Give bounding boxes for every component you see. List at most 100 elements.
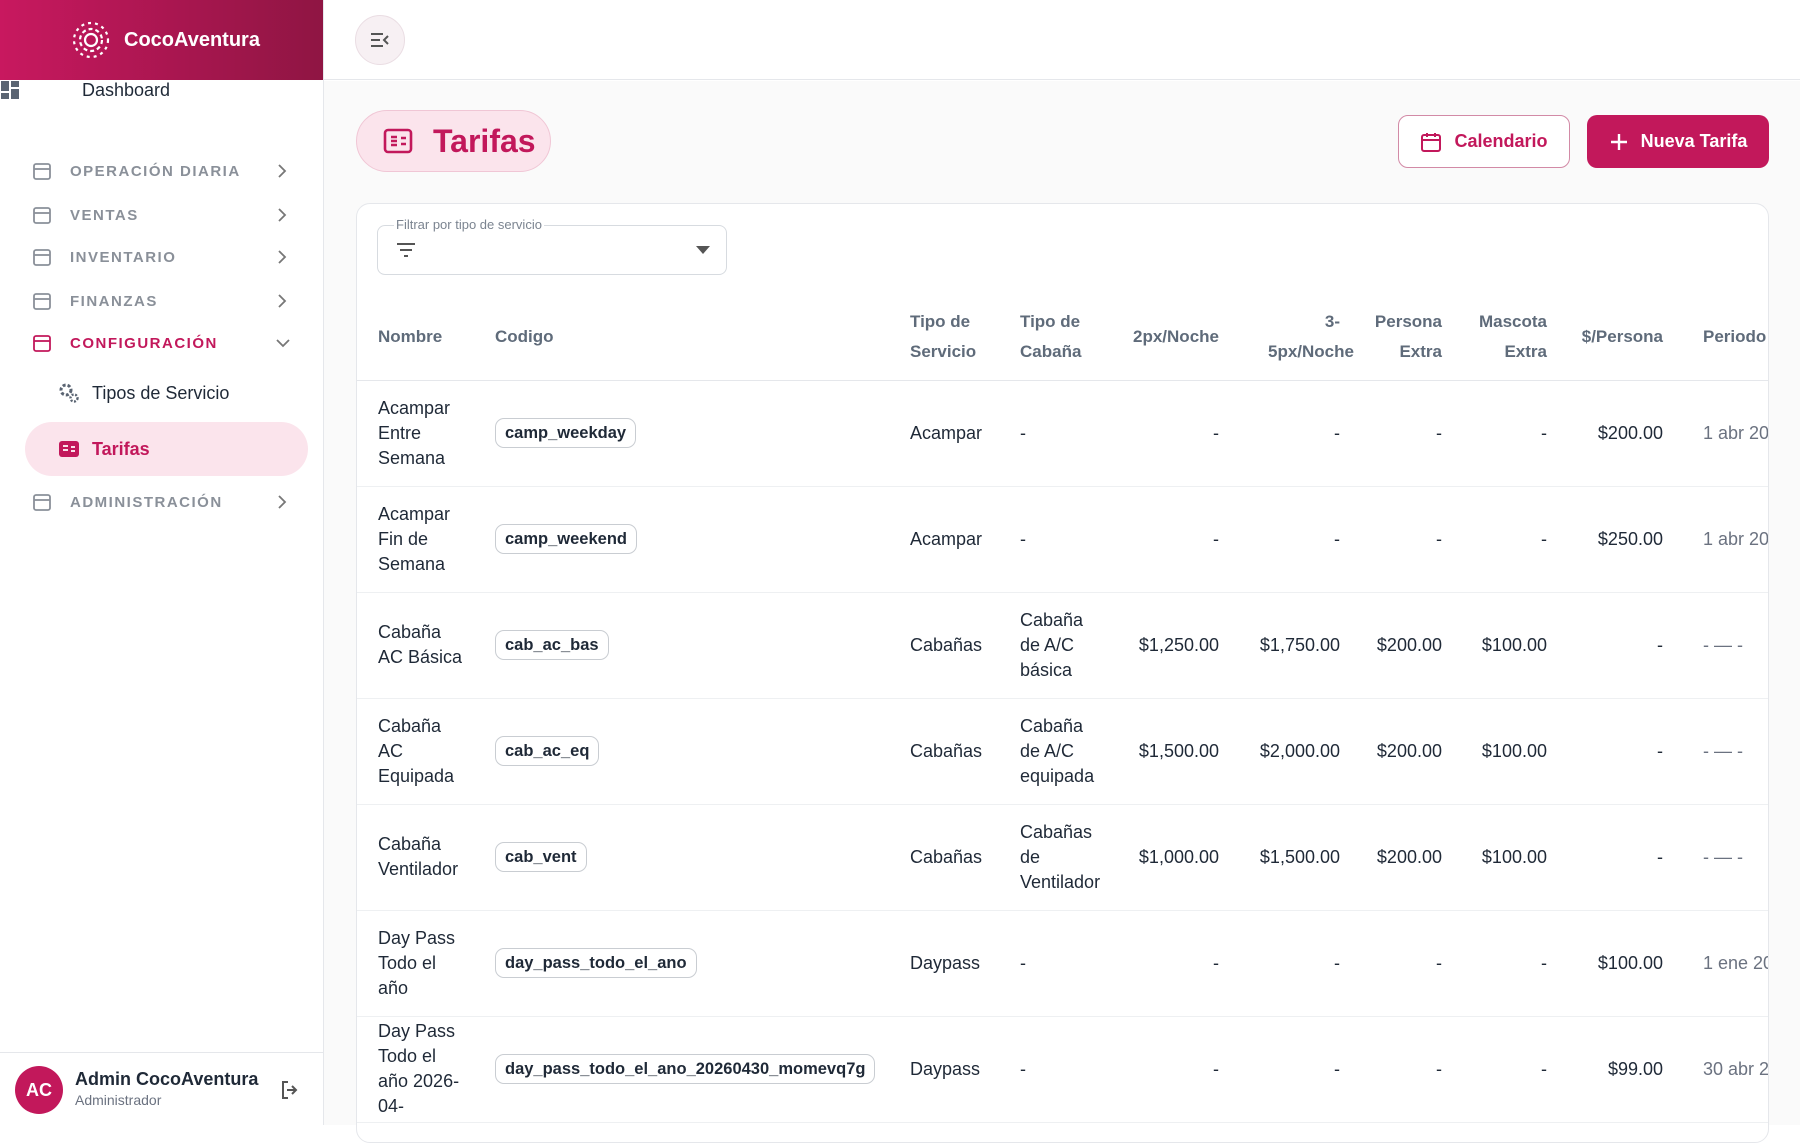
cell-text: $100.00 xyxy=(1597,952,1663,973)
nav-label: CONFIGURACIÓN xyxy=(70,334,218,352)
cell-text: Daypass xyxy=(910,1058,981,1079)
table-cell: $1,250.00 xyxy=(1126,592,1219,699)
nav-section[interactable]: INVENTARIO xyxy=(0,242,324,272)
table-cell: camp_weekday xyxy=(495,380,910,487)
cell-text: - xyxy=(1334,1058,1340,1079)
code-chip: camp_weekday xyxy=(495,418,637,448)
button-label: Nueva Tarifa xyxy=(1640,131,1748,151)
table-cell: - — - xyxy=(1663,698,1768,805)
cell-text: - — - xyxy=(1703,740,1743,761)
table-cell: - xyxy=(1020,910,1126,1017)
user-footer: AC Admin CocoAventura Administrador xyxy=(0,1052,324,1125)
table-cell: Acampar Entre Semana xyxy=(357,380,495,487)
table-cell: $200.00 xyxy=(1340,592,1442,699)
logout-button[interactable] xyxy=(278,1078,302,1102)
nav-section[interactable]: VENTAS xyxy=(0,200,324,230)
nav-section[interactable]: CONFIGURACIÓN xyxy=(0,328,324,358)
table-cell: Acampar Fin de Semana xyxy=(357,486,495,593)
nav-subitem[interactable]: Tipos de Servicio xyxy=(0,378,324,408)
cell-text: - xyxy=(1436,528,1442,549)
table-cell: $2,000.00 xyxy=(1219,698,1340,805)
table-cell: Cabañas de Ventilador xyxy=(1020,804,1126,911)
table-cell: 30 abr 20 xyxy=(1663,1016,1768,1123)
table-cell: cab_ac_bas xyxy=(495,592,910,699)
table-cell: Cabaña de A/C básica xyxy=(1020,592,1126,699)
table-cell: - xyxy=(1340,910,1442,1017)
header-text: 2px/Noche xyxy=(1133,326,1219,346)
new-rate-button[interactable]: Nueva Tarifa xyxy=(1587,115,1769,168)
table-cell: Cabañas xyxy=(910,804,1020,911)
topbar xyxy=(324,0,1800,80)
cell-text: Acampar xyxy=(910,422,983,443)
header-text: Nombre xyxy=(378,326,443,346)
cell-text: Cabañas xyxy=(910,634,983,655)
table-cell: - xyxy=(1020,1016,1126,1123)
column-header: Periodo xyxy=(1663,294,1768,381)
column-header: 3-5px/Noche xyxy=(1219,294,1354,381)
cell-text: - xyxy=(1436,1058,1442,1079)
column-header: $/Persona xyxy=(1547,294,1663,381)
cell-text: Acampar xyxy=(910,528,983,549)
table-cell: - xyxy=(1547,698,1663,805)
table-row[interactable]: Cabaña Ventilador cab_vent Cabañas Cabañas … xyxy=(357,804,1768,911)
table-cell: - xyxy=(1219,380,1340,487)
cell-text: - xyxy=(1541,422,1547,443)
menu-toggle[interactable] xyxy=(355,15,405,65)
cell-text: Day Pass Todo el año 2026-04- xyxy=(378,1021,460,1116)
cell-text: $99.00 xyxy=(1607,1058,1663,1079)
cell-text: Cabañas de Ventilador xyxy=(1020,821,1101,892)
table-row[interactable]: Day Pass Todo el año day_pass_todo_el_ano… xyxy=(357,910,1768,1017)
table-cell: Acampar xyxy=(910,380,1020,487)
table-cell: Cabaña AC Equipada xyxy=(357,698,495,805)
nav-section[interactable]: ADMINISTRACIÓN xyxy=(0,487,324,517)
table-row[interactable]: Acampar Fin de Semana camp_weekend Acampar… xyxy=(357,486,1768,593)
table-cell: Acampar xyxy=(910,486,1020,593)
brand[interactable]: CocoAventura xyxy=(0,0,323,80)
code-chip: day_pass_todo_el_ano xyxy=(495,948,697,978)
table-cell: $100.00 xyxy=(1442,804,1547,911)
table-cell: - xyxy=(1126,486,1219,593)
table-row[interactable]: Cabaña AC Básica cab_ac_bas Cabañas Cabaña … xyxy=(357,592,1768,699)
nav-item[interactable]: Dashboard xyxy=(0,80,323,110)
table-row[interactable]: Day Pass Todo el año 2026-04- day_pass_to… xyxy=(357,1016,1768,1123)
cell-text: Acampar Fin de Semana xyxy=(378,503,451,574)
cell-text: - xyxy=(1657,634,1663,655)
table-cell: - xyxy=(1219,486,1340,593)
cell-text: $200.00 xyxy=(1597,422,1663,443)
nav-section[interactable]: FINANZAS xyxy=(0,286,324,316)
cell-text: - xyxy=(1436,422,1442,443)
cell-text: $100.00 xyxy=(1481,846,1547,867)
user-role: Administrador xyxy=(75,1092,162,1108)
table-cell: day_pass_todo_el_ano_20260430_momevq7g xyxy=(495,1016,910,1123)
table-row[interactable]: Acampar Entre Semana camp_weekday Acampar -… xyxy=(357,380,1768,487)
avatar: AC xyxy=(15,1066,63,1114)
cell-text: $1,000.00 xyxy=(1138,846,1219,867)
table-cell: - xyxy=(1442,910,1547,1017)
cell-text: $250.00 xyxy=(1597,528,1663,549)
cell-text: $200.00 xyxy=(1376,740,1442,761)
table-cell: $200.00 xyxy=(1547,380,1663,487)
table-cell: - xyxy=(1340,1016,1442,1123)
cell-text: - — - xyxy=(1703,846,1743,867)
nav-subitem[interactable]: Tarifas xyxy=(0,434,324,464)
table-cell: - xyxy=(1126,910,1219,1017)
nav-label: OPERACIÓN DIARIA xyxy=(70,162,241,180)
cell-text: - xyxy=(1020,952,1026,973)
code-chip: cab_ac_eq xyxy=(495,736,600,766)
cell-text: $2,000.00 xyxy=(1259,740,1340,761)
column-header: Persona Extra xyxy=(1340,294,1442,381)
cell-text: - xyxy=(1657,846,1663,867)
table-cell: - xyxy=(1340,486,1442,593)
nav-section[interactable]: OPERACIÓN DIARIA xyxy=(0,156,324,186)
header-text: $/Persona xyxy=(1581,326,1663,346)
header-text: Mascota Extra xyxy=(1478,311,1547,361)
page-title: Tarifas xyxy=(356,110,551,172)
calendar-button[interactable]: Calendario xyxy=(1398,115,1570,168)
cell-text: $200.00 xyxy=(1376,846,1442,867)
service-filter[interactable]: Filtrar por tipo de servicio xyxy=(377,217,727,275)
cell-text: Day Pass Todo el año xyxy=(378,927,456,998)
table-row[interactable]: Cabaña AC Equipada cab_ac_eq Cabañas Cabaña… xyxy=(357,698,1768,805)
table-cell: $200.00 xyxy=(1340,804,1442,911)
filter-label: Filtrar por tipo de servicio xyxy=(394,217,544,232)
